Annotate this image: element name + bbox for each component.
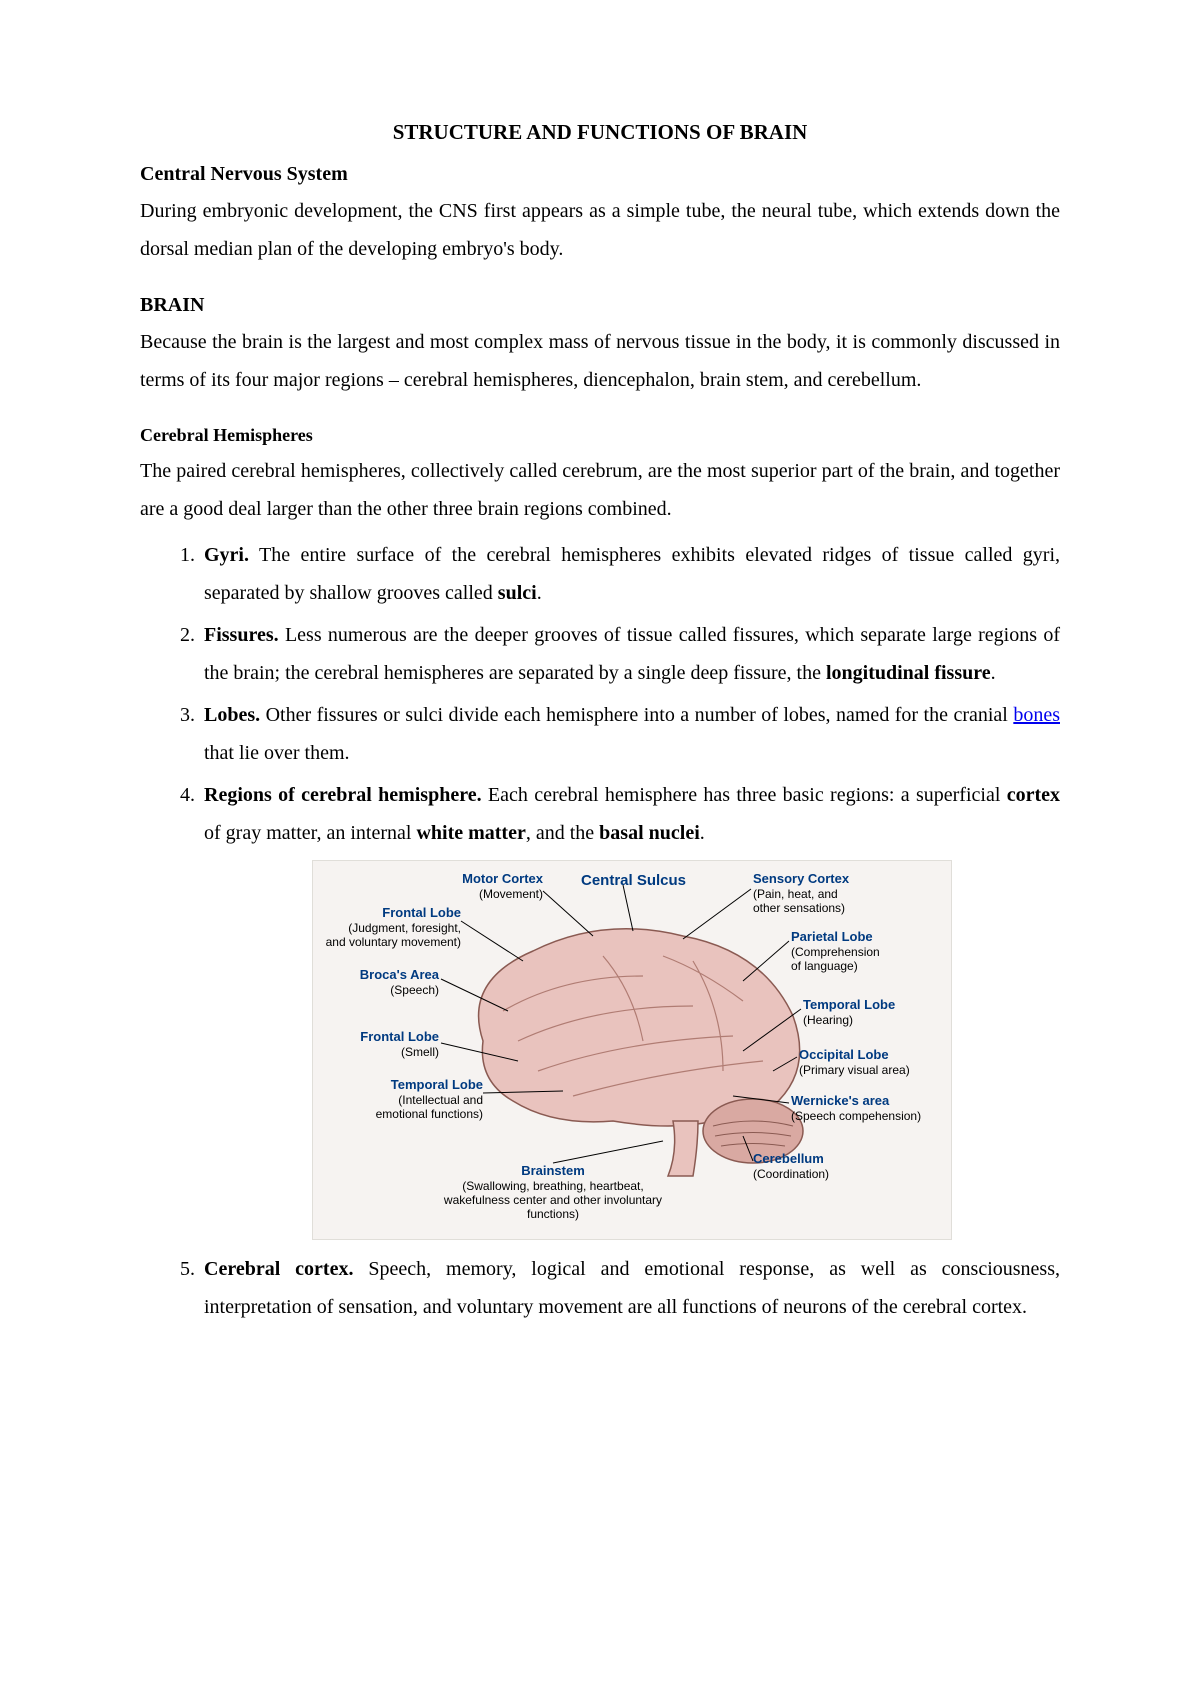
sub-cerebral-para: The paired cerebral hemispheres, collect… xyxy=(140,452,1060,528)
label-motor-cortex: Motor Cortex (Movement) xyxy=(403,871,543,901)
text: Other fissures or sulci divide each hemi… xyxy=(260,704,1013,726)
label-wernicke-area: Wernicke's area (Speech compehension) xyxy=(791,1093,951,1123)
text: , and the xyxy=(526,822,599,844)
list-item: Regions of cerebral hemisphere. Each cer… xyxy=(200,776,1060,1240)
text: . xyxy=(991,662,996,684)
numbered-list: Gyri. The entire surface of the cerebral… xyxy=(140,536,1060,1326)
brain-icon xyxy=(443,921,823,1181)
page-title: STRUCTURE AND FUNCTIONS OF BRAIN xyxy=(140,120,1060,145)
term-gyri: Gyri. xyxy=(204,544,249,566)
term-regions: Regions of cerebral hemisphere. xyxy=(204,784,482,806)
list-item: Lobes. Other fissures or sulci divide ea… xyxy=(200,696,1060,772)
sub-cerebral-heading: Cerebral Hemispheres xyxy=(140,425,1060,446)
central-sulcus-title: Central Sulcus xyxy=(581,867,686,896)
label-sensory-cortex: Sensory Cortex (Pain, heat, and other se… xyxy=(753,871,913,915)
text: . xyxy=(537,582,542,604)
term-basal-nuclei: basal nuclei xyxy=(599,822,700,844)
section-brain-heading: BRAIN xyxy=(140,294,1060,317)
label-occipital-lobe: Occipital Lobe (Primary visual area) xyxy=(799,1047,949,1077)
text: of gray matter, an internal xyxy=(204,822,416,844)
text: that lie over them. xyxy=(204,742,350,764)
text: The entire surface of the cerebral hemis… xyxy=(204,544,1060,604)
term-lobes: Lobes. xyxy=(204,704,260,726)
list-item: Cerebral cortex. Speech, memory, logical… xyxy=(200,1250,1060,1326)
list-item: Fissures. Less numerous are the deeper g… xyxy=(200,616,1060,692)
brain-diagram: Central Sulcus Motor Cortex (Movement) F… xyxy=(312,860,952,1240)
section-cns-heading: Central Nervous System xyxy=(140,163,1060,186)
label-frontal-lobe-2: Frontal Lobe (Smell) xyxy=(319,1029,439,1059)
label-broca-area: Broca's Area (Speech) xyxy=(319,967,439,997)
label-temporal-lobe-1: Temporal Lobe (Intellectual and emotiona… xyxy=(323,1077,483,1121)
label-frontal-lobe-1: Frontal Lobe (Judgment, foresight, and v… xyxy=(311,905,461,949)
label-temporal-lobe-2: Temporal Lobe (Hearing) xyxy=(803,997,953,1027)
text: . xyxy=(700,822,705,844)
text: Each cerebral hemisphere has three basic… xyxy=(482,784,1007,806)
section-brain-para: Because the brain is the largest and mos… xyxy=(140,323,1060,399)
term-sulci: sulci xyxy=(498,582,537,604)
section-cns-para: During embryonic development, the CNS fi… xyxy=(140,192,1060,268)
term-cerebral-cortex: Cerebral cortex. xyxy=(204,1258,353,1280)
label-cerebellum: Cerebellum (Coordination) xyxy=(753,1151,903,1181)
term-fissures: Fissures. xyxy=(204,624,279,646)
term-cortex: cortex xyxy=(1007,784,1060,806)
label-parietal-lobe: Parietal Lobe (Comprehension of language… xyxy=(791,929,941,973)
term-longitudinal: longitudinal fissure xyxy=(826,662,991,684)
bones-link[interactable]: bones xyxy=(1013,704,1060,726)
list-item: Gyri. The entire surface of the cerebral… xyxy=(200,536,1060,612)
term-white-matter: white matter xyxy=(416,822,525,844)
label-brainstem: Brainstem (Swallowing, breathing, heartb… xyxy=(403,1163,703,1222)
